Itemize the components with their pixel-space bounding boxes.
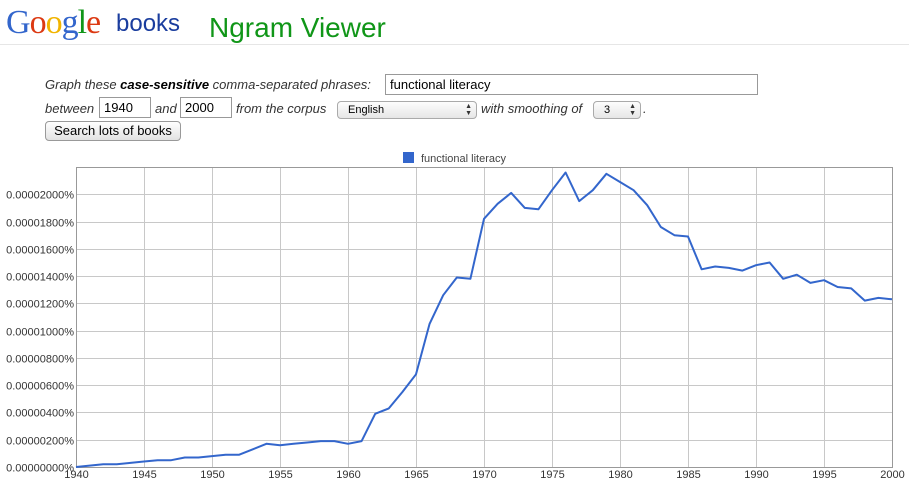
phrases-label: Graph these case-sensitive comma-separat…	[45, 77, 371, 92]
x-tick-label: 1995	[812, 469, 836, 481]
logo-letter: l	[77, 4, 88, 41]
y-tick-label: 0.00000600%	[6, 381, 74, 393]
corpus-select-value: English	[348, 104, 385, 116]
y-tick-label: 0.00000200%	[6, 436, 74, 448]
logo-letter: o	[45, 4, 63, 41]
logo-letter: G	[6, 4, 31, 41]
y-tick-label: 0.00001000%	[6, 327, 74, 339]
x-tick-label: 1955	[268, 469, 292, 481]
y-tick-label: 0.00000800%	[6, 354, 74, 366]
x-tick-label: 1975	[540, 469, 564, 481]
chart-grid	[76, 167, 893, 468]
x-tick-label: 2000	[880, 469, 904, 481]
select-arrows-icon: ▲ ▼	[465, 103, 472, 117]
legend-label: functional literacy	[421, 153, 506, 165]
phrases-label-bold: case-sensitive	[120, 77, 210, 92]
chart-series	[75, 171, 893, 468]
x-tick-label: 1970	[472, 469, 496, 481]
y-tick-label: 0.00002000%	[6, 190, 74, 202]
books-wordmark: books	[116, 10, 181, 37]
corpus-select[interactable]: English ▲ ▼	[337, 101, 477, 119]
start-year-input[interactable]: 1940	[99, 97, 151, 118]
phrases-input[interactable]: functional literacy	[385, 74, 758, 95]
period: .	[643, 101, 647, 116]
y-tick-label: 0.00001600%	[6, 245, 74, 257]
logo-letter: e	[86, 4, 101, 41]
x-axis-tick-labels: 1940 1945 1950 1955 1960 1965 1970 1975 1980 1985…	[64, 469, 904, 481]
x-tick-label: 1960	[336, 469, 360, 481]
y-axis-tick-labels: 0.00000000% 0.00000200% 0.00000400% 0.00000…	[6, 190, 74, 475]
x-tick-label: 1945	[132, 469, 156, 481]
x-tick-label: 1965	[404, 469, 428, 481]
x-tick-label: 1940	[64, 469, 88, 481]
logo-letter: g	[61, 4, 79, 41]
app-title: Ngram Viewer	[209, 12, 386, 43]
phrases-label-prefix: Graph these	[45, 77, 121, 92]
select-arrows-icon: ▲ ▼	[629, 103, 636, 117]
y-tick-label: 0.00001800%	[6, 218, 74, 230]
y-tick-label: 0.00001400%	[6, 272, 74, 284]
x-tick-label: 1950	[200, 469, 224, 481]
smoothing-label: with smoothing of	[481, 101, 583, 116]
plot-area-border	[76, 167, 893, 468]
end-year-input[interactable]: 2000	[180, 97, 232, 118]
y-tick-label: 0.00001200%	[6, 299, 74, 311]
smoothing-select[interactable]: 3 ▲ ▼	[593, 101, 641, 119]
series-line[interactable]	[75, 171, 893, 468]
x-tick-label: 1980	[608, 469, 632, 481]
legend-swatch	[403, 152, 414, 163]
header: Google books Ngram Viewer	[0, 0, 909, 45]
y-tick-label: 0.00000000%	[6, 463, 74, 475]
corpus-label: from the corpus	[236, 101, 327, 116]
logo-letter: o	[29, 4, 47, 41]
x-tick-label: 1990	[744, 469, 768, 481]
chart-legend[interactable]: functional literacy	[403, 152, 506, 165]
x-tick-label: 1985	[676, 469, 700, 481]
google-logo[interactable]: Google	[6, 3, 101, 43]
and-label: and	[155, 101, 177, 116]
phrases-label-suffix: comma-separated phrases:	[209, 77, 371, 92]
smoothing-select-value: 3	[604, 104, 611, 116]
between-label: between	[45, 101, 95, 116]
y-tick-label: 0.00000400%	[6, 408, 74, 420]
search-button[interactable]: Search lots of books	[45, 121, 181, 141]
